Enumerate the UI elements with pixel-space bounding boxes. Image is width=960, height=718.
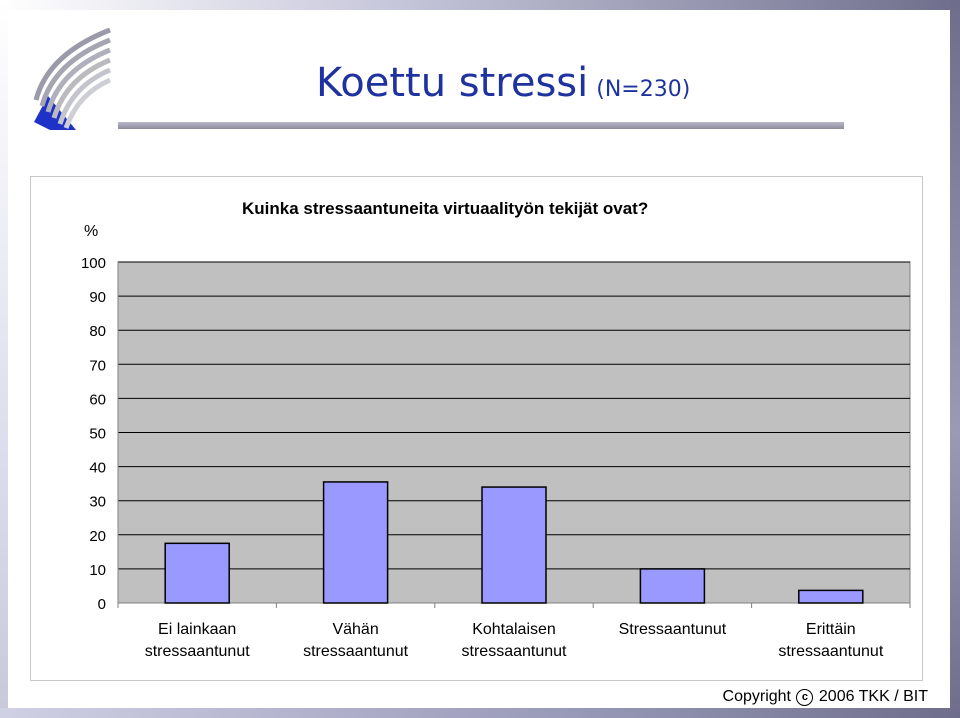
y-tick-label: 80 bbox=[89, 323, 106, 340]
frame-right-bar bbox=[950, 0, 960, 718]
x-tick-label: Stressaantunut bbox=[619, 621, 727, 638]
slide-title-subtitle: (N=230) bbox=[596, 77, 691, 102]
copyright-notice: Copyright c 2006 TKK / BIT bbox=[723, 688, 928, 706]
copyright-icon: c bbox=[796, 689, 814, 706]
frame-top-bar bbox=[0, 0, 960, 10]
y-tick-label: 90 bbox=[89, 289, 106, 306]
x-tick-label: Erittäin bbox=[806, 621, 856, 638]
x-tick-label: stressaantunut bbox=[462, 643, 568, 660]
y-tick-label: 50 bbox=[89, 426, 106, 443]
y-tick-label: 20 bbox=[89, 528, 106, 545]
bar bbox=[481, 486, 547, 604]
bar bbox=[639, 568, 706, 604]
y-axis-label: % bbox=[84, 223, 98, 240]
x-tick-label: Vähän bbox=[332, 621, 378, 638]
slide-title: Koettu stressi (N=230) bbox=[316, 60, 690, 106]
copyright-text: 2006 TKK / BIT bbox=[818, 688, 928, 705]
frame-left-bar bbox=[0, 0, 8, 718]
title-divider bbox=[118, 122, 844, 129]
bar bbox=[798, 589, 864, 604]
chart-title: Kuinka stressaantuneita virtuaalityön te… bbox=[242, 199, 648, 218]
x-tick-label: stressaantunut bbox=[778, 643, 884, 660]
copyright-prefix: Copyright bbox=[722, 688, 791, 705]
bar bbox=[322, 481, 389, 604]
bar bbox=[164, 542, 230, 604]
y-tick-label: 70 bbox=[89, 357, 106, 374]
x-tick-label: stressaantunut bbox=[145, 643, 251, 660]
y-tick-label: 40 bbox=[89, 460, 106, 477]
y-tick-label: 10 bbox=[89, 562, 106, 579]
x-tick-label: Ei lainkaan bbox=[158, 621, 236, 638]
y-tick-label: 30 bbox=[89, 494, 106, 511]
y-tick-label: 60 bbox=[89, 391, 106, 408]
slide-title-main: Koettu stressi bbox=[316, 60, 589, 106]
frame-bottom-bar bbox=[0, 708, 960, 718]
y-tick-label: 0 bbox=[98, 596, 106, 613]
x-tick-label: Kohtalaisen bbox=[472, 621, 556, 638]
tkk-logo-icon bbox=[33, 27, 112, 130]
y-tick-label: 100 bbox=[81, 255, 106, 272]
x-tick-label: stressaantunut bbox=[303, 643, 409, 660]
